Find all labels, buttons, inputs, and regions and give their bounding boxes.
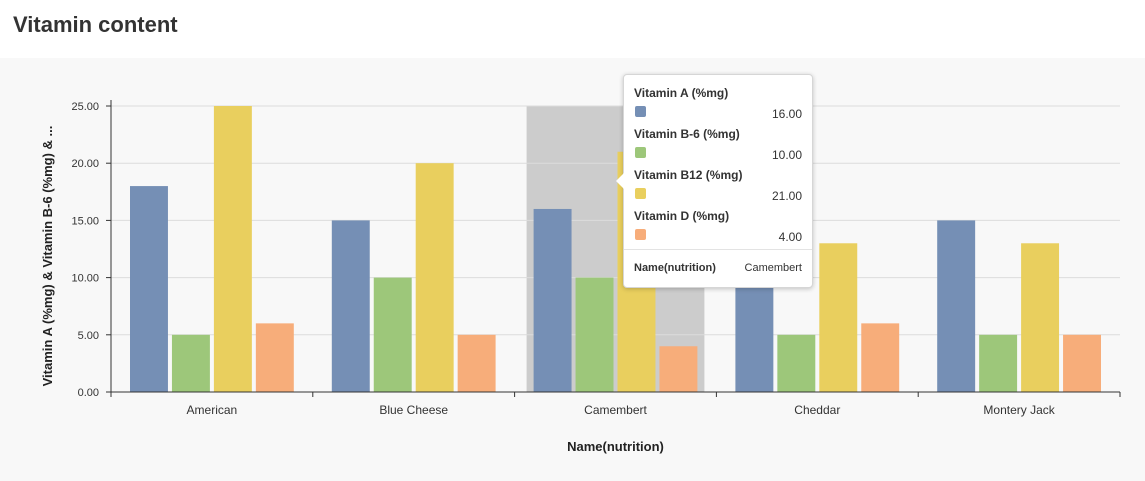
tooltip-series-name: Vitamin B-6 (%mg) (634, 127, 740, 141)
tooltip-series-name: Vitamin A (%mg) (634, 86, 729, 100)
tooltip-item: Vitamin B12 (%mg) 21.00 (634, 168, 802, 209)
x-tick-label: American (187, 403, 238, 417)
y-tick-label: 5.00 (78, 330, 99, 342)
page-title: Vitamin content (13, 12, 178, 37)
bar (457, 334, 496, 392)
tooltip-item: Vitamin B-6 (%mg) 10.00 (634, 127, 802, 168)
tooltip-series-name: Vitamin D (%mg) (634, 209, 730, 223)
bar (937, 220, 976, 392)
bar (373, 277, 412, 392)
x-tick-label: Camembert (584, 403, 647, 417)
tooltip-series-value: 10.00 (771, 148, 802, 162)
bar (1063, 334, 1101, 392)
tooltip-series-value: 21.00 (771, 189, 802, 203)
bar (575, 277, 614, 392)
x-tick-label: Blue Cheese (379, 403, 448, 417)
y-tick-label: 20.00 (71, 158, 99, 170)
tooltip-footer-label: Name(nutrition) (634, 262, 716, 274)
x-tick-label: Montery Jack (983, 403, 1055, 417)
bar (979, 334, 1018, 392)
tooltip-divider (624, 249, 812, 250)
tooltip-swatch (635, 229, 646, 240)
tooltip-item: Vitamin D (%mg) 4.00 (634, 209, 802, 250)
bar (213, 106, 252, 392)
tooltip-series-name: Vitamin B12 (%mg) (634, 168, 743, 182)
y-tick-label: 0.00 (78, 387, 99, 399)
y-tick-label: 10.00 (71, 273, 99, 285)
tooltip-series-value: 16.00 (771, 107, 802, 121)
bar (861, 323, 900, 392)
y-tick-label: 25.00 (71, 101, 99, 113)
y-axis-title: Vitamin A (%mg) & Vitamin B-6 (%mg) & ..… (40, 126, 55, 387)
tooltip-series-value: 4.00 (778, 230, 802, 244)
x-axis-title: Name(nutrition) (567, 439, 664, 454)
bar (1021, 243, 1060, 392)
y-tick-label: 15.00 (71, 215, 99, 227)
data-tooltip: Vitamin A (%mg) 16.00 Vitamin B-6 (%mg) … (616, 74, 813, 288)
bar (415, 163, 454, 392)
chart-header: Vitamin content (0, 0, 1145, 58)
x-tick-label: Cheddar (794, 403, 840, 417)
tooltip-swatch (635, 106, 646, 117)
tooltip-swatch (635, 147, 646, 158)
tooltip-swatch (635, 188, 646, 199)
tooltip-arrow (616, 173, 624, 189)
tooltip-item: Vitamin A (%mg) 16.00 (634, 86, 802, 127)
bar (533, 208, 572, 392)
bar (255, 323, 294, 392)
bar (819, 243, 858, 392)
tooltip-footer-value: Camembert (744, 262, 802, 274)
bar (777, 334, 816, 392)
bar (130, 186, 168, 392)
bar (659, 346, 698, 392)
bar (171, 334, 210, 392)
bar (331, 220, 370, 392)
